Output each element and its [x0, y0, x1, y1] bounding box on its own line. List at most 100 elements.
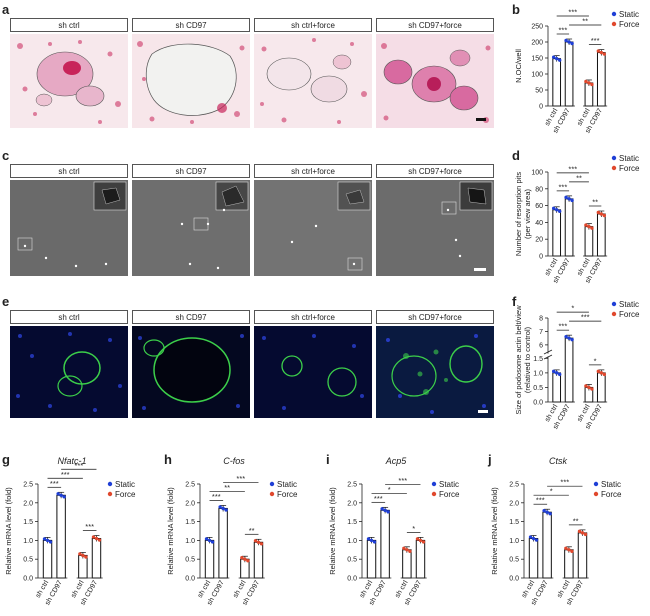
chart-f-bar: [564, 337, 574, 403]
chart-g-bar: [78, 554, 88, 579]
chart-b-legend-force: Force: [619, 20, 640, 29]
chart-i-point: [383, 508, 387, 513]
chart-g-point: [81, 553, 85, 558]
chart-f-ytick-label: 7: [539, 329, 543, 336]
chart-i-sig-label: *: [412, 524, 415, 533]
chart-d-bar: [596, 213, 606, 257]
panel-label-j: j: [488, 452, 492, 467]
chart-j-point: [570, 549, 574, 553]
panel-label-e: e: [2, 294, 10, 309]
chart-f-ytick-label: 8: [539, 316, 543, 323]
chart-j-ylabel: Relative mRNA level (fold): [490, 487, 499, 575]
chart-f-ytick-label: 0.5: [533, 385, 543, 392]
chart-g-point: [56, 492, 60, 496]
fluor-image-sh-ctrl: [10, 326, 128, 418]
chart-b-point: [567, 40, 571, 44]
chart-f-legend-force-marker: [611, 311, 617, 317]
chart-i-sig-label: ***: [374, 494, 383, 503]
chart-j-point: [567, 548, 571, 552]
chart-f-point: [599, 371, 604, 375]
caption-a-1: sh ctrl: [10, 18, 128, 32]
trap-image-sh-cd97-force: [376, 34, 494, 128]
chart-d-legend-force-marker: [611, 165, 617, 171]
chart-j-ytick-label: 0.0: [509, 576, 519, 583]
panel-label-a: a: [2, 2, 10, 17]
chart-b-point: [596, 49, 601, 53]
chart-i-bar: [415, 539, 426, 579]
chart-i-point: [405, 548, 409, 552]
chart-f-bar: [596, 372, 606, 403]
chart-b-ytick-label: 150: [531, 56, 543, 63]
chart-d-sig-label: ***: [568, 164, 577, 173]
chart-h-sig-label: **: [249, 526, 255, 535]
chart-f-point: [602, 372, 607, 377]
chart-f-ytick-label: 0.0: [533, 400, 543, 407]
chart-i-point: [402, 546, 406, 550]
chart-g-ytick-label: 1.0: [23, 538, 33, 545]
chart-j-point: [545, 510, 549, 514]
chart-i-bar: [402, 549, 412, 579]
chart-f-point: [590, 387, 594, 391]
chart-i-legend-static: Static: [439, 480, 459, 489]
chart-d-point: [554, 208, 559, 212]
chart-j-legend-static-marker: [593, 481, 599, 487]
chart-i-legend-force: Force: [439, 490, 460, 499]
chart-h-ylabel: Relative mRNA level (fold): [166, 487, 175, 575]
chart-g-point: [48, 540, 53, 544]
chart-f-sig-label: *: [594, 356, 597, 365]
chart-h-ytick-label: 2.0: [185, 500, 195, 507]
chart-g-point: [84, 555, 88, 559]
chart-h-point: [218, 505, 222, 509]
chart-d-point: [564, 195, 568, 200]
chart-j-point: [531, 536, 536, 541]
chart-i-point: [421, 540, 426, 544]
chart-j-point: [577, 529, 582, 534]
chart-f-point: [554, 371, 559, 375]
chart-g-ytick-label: 0.5: [23, 557, 33, 564]
chart-b-ylabel: N.OC/well: [514, 49, 523, 83]
trap-image-sh-ctrl: [10, 34, 128, 128]
chart-b-point: [590, 82, 594, 87]
chart-d-ytick-label: 60: [535, 203, 543, 210]
chart-b-point: [551, 55, 556, 59]
caption-a-2: sh CD97: [132, 18, 250, 32]
chart-d-point: [557, 209, 562, 213]
chart-b-point: [599, 50, 604, 55]
chart-h-point: [243, 557, 247, 561]
chart-b-point: [584, 79, 588, 84]
caption-e-3: sh ctrl+force: [254, 310, 372, 324]
chart-i-point: [386, 510, 390, 514]
chart-f-axis-break: [543, 349, 553, 355]
chart-b-point: [554, 56, 559, 61]
chart-g-legend-force: Force: [115, 490, 136, 499]
chart-h-title: C-fos: [223, 456, 245, 466]
chart-f-point: [570, 337, 574, 342]
chart-f-sig-label: *: [571, 304, 574, 313]
chart-b-legend-force-marker: [611, 21, 617, 27]
fluor-image-sh-cd97: [132, 326, 250, 418]
chart-g-bar: [42, 539, 53, 579]
chart-d-legend-force: Force: [619, 164, 640, 173]
chart-b-sig-label: ***: [558, 26, 567, 35]
chart-h-point: [224, 508, 228, 512]
chart-j-ytick-label: 1.5: [509, 519, 519, 526]
chart-h-point: [221, 506, 225, 511]
chart-j-sig-label: **: [573, 516, 579, 525]
chart-g-sig-label: ***: [85, 522, 94, 531]
chart-j-point: [580, 531, 585, 535]
chart-i-ytick-label: 2.5: [347, 482, 357, 489]
chart-f-point: [557, 372, 562, 377]
chart-i-ytick-label: 2.0: [347, 500, 357, 507]
chart-f-ytick-label: 6: [539, 342, 543, 349]
caption-a-3: sh ctrl+force: [254, 18, 372, 32]
chart-f-point: [587, 385, 591, 390]
panel-label-f: f: [512, 294, 517, 309]
chart-d-point: [551, 206, 556, 210]
chart-b-sig-label: **: [582, 17, 588, 26]
panel-label-c: c: [2, 148, 10, 163]
chart-f-point: [584, 384, 588, 388]
chart-d-point: [602, 213, 607, 218]
chart-g-bar: [91, 538, 102, 579]
chart-i-legend-static-marker: [431, 481, 437, 487]
